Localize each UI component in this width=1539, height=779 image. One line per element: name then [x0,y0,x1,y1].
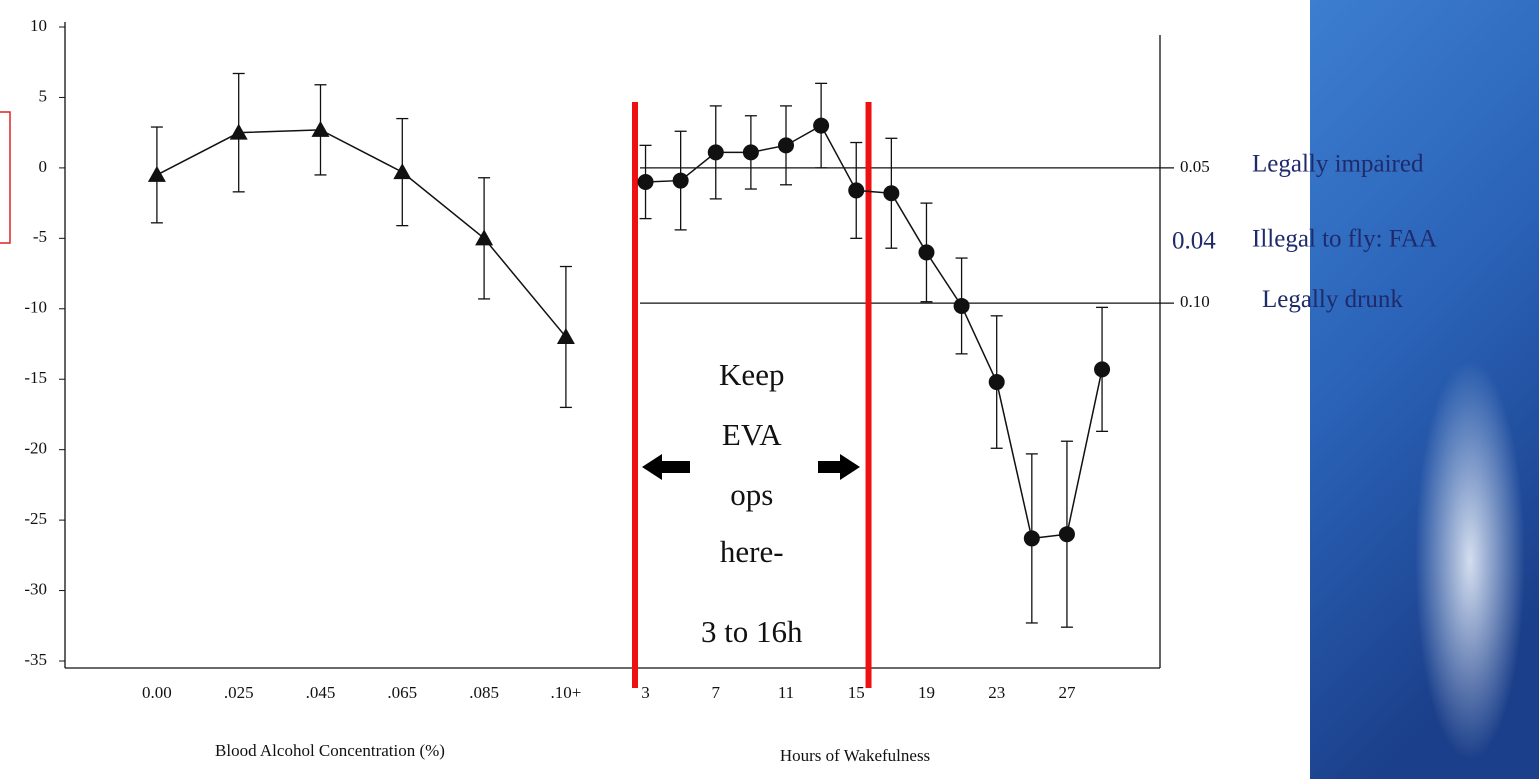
x-tick-label: .025 [224,683,254,702]
data-point [1094,361,1111,378]
data-point [988,374,1005,391]
data-point [848,182,865,199]
highlight-text: here- [720,534,784,569]
y-tick-label: 5 [39,86,48,105]
data-point [883,185,900,202]
data-point [778,137,795,154]
highlight-text: ops [730,477,773,512]
highlight-text: 3 to 16h [701,614,803,649]
data-point [1058,526,1075,543]
cloud [1415,360,1525,760]
data-point [1023,530,1040,547]
threshold-level: 0.04 [1172,227,1216,254]
y-tick-label: -20 [24,439,47,458]
data-point [229,123,248,140]
data-point [475,229,494,246]
data-point [393,163,412,180]
x-tick-label: 23 [988,683,1005,702]
data-point [672,172,689,189]
y-tick-label: -10 [24,298,47,317]
y-tick-label: -35 [24,650,47,669]
data-point [953,297,970,314]
data-line [156,129,567,338]
y2-tick-label: 0.10 [1180,292,1210,311]
data-point [556,327,575,344]
arrow-left [642,454,690,480]
x-tick-label: 0.00 [142,683,172,702]
x-tick-label: 27 [1058,683,1076,702]
x-tick-label: .10+ [550,683,581,702]
data-point [311,120,330,137]
y-tick-label: 0 [39,157,48,176]
y-tick-label: 10 [30,16,47,35]
highlight-text: Keep [719,357,784,392]
data-point [918,244,935,261]
arrow-right [818,454,860,480]
data-point [147,165,166,182]
threshold-note: Legally impaired [1252,151,1424,178]
cropped-box [0,111,11,244]
x-tick-label: .085 [469,683,499,702]
x-tick-label: .065 [387,683,417,702]
data-point [707,144,724,161]
x-axis-label: Blood Alcohol Concentration (%) [215,741,445,760]
x-tick-label: .045 [306,683,336,702]
threshold-note: Legally drunk [1262,286,1403,313]
x-tick-label: 3 [641,683,650,702]
y-tick-label: -30 [24,579,47,598]
data-point [637,173,654,190]
data-point [742,144,759,161]
highlight-text: EVA [722,417,782,452]
x-axis-label: Hours of Wakefulness [780,746,930,765]
y-tick-label: -25 [24,509,47,528]
threshold-note: Illegal to fly: FAA [1252,225,1437,252]
y-tick-label: -15 [24,368,47,387]
y2-tick-label: 0.05 [1180,157,1210,176]
x-tick-label: 7 [712,683,721,702]
x-tick-label: 15 [848,683,865,702]
y-tick-label: -5 [33,227,47,246]
data-line [645,124,1103,540]
x-tick-label: 11 [778,683,794,702]
x-tick-label: 19 [918,683,935,702]
data-point [813,117,830,134]
